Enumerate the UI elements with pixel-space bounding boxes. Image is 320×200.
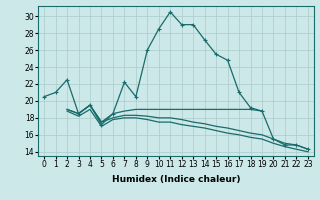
X-axis label: Humidex (Indice chaleur): Humidex (Indice chaleur): [112, 175, 240, 184]
